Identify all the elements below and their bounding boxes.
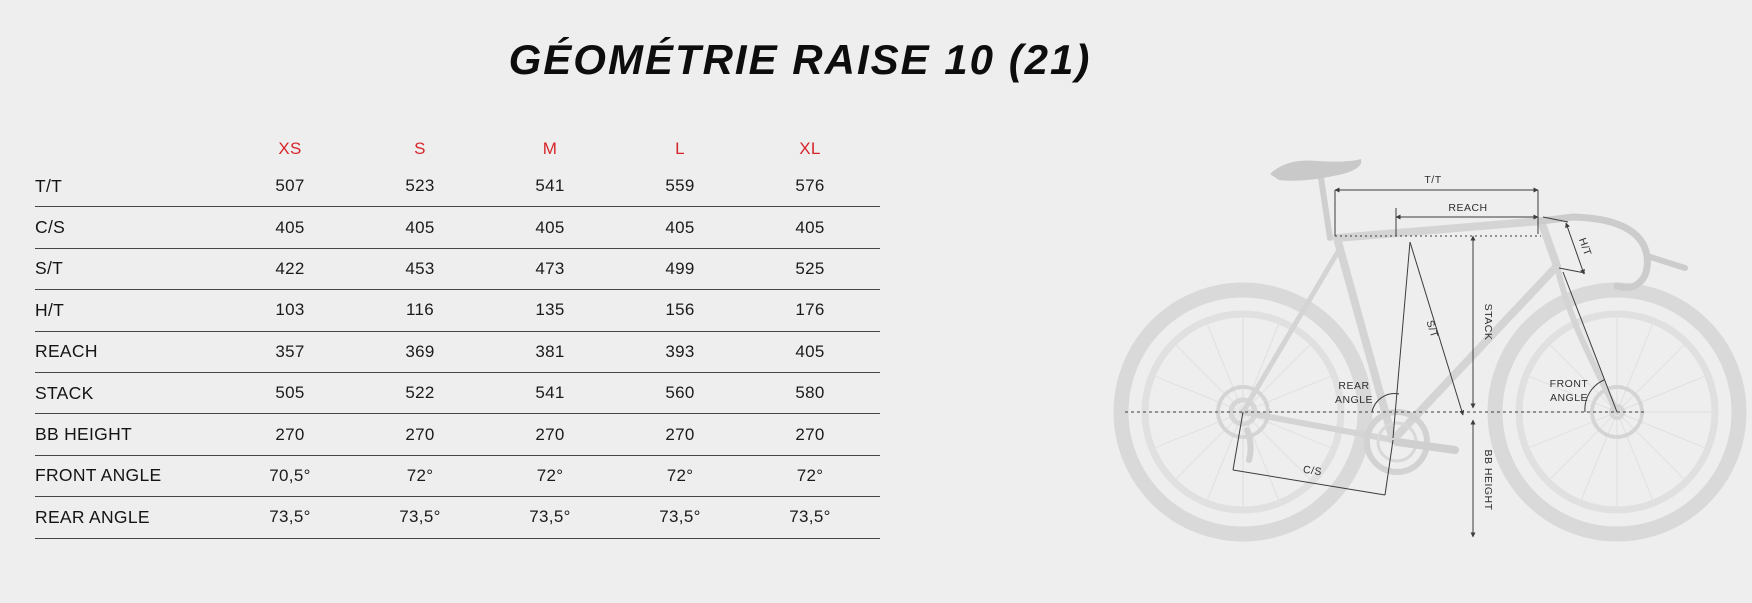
- geometry-table: XS S M L XL T/T 507 523 541 559 576 C/S 405 405 405 405…: [35, 132, 880, 539]
- cell-value: 270: [275, 424, 305, 444]
- table-row: T/T 507 523 541 559 576: [35, 166, 880, 208]
- rear-angle-label-line2: ANGLE: [1335, 394, 1373, 406]
- cell-value: 369: [405, 341, 435, 361]
- front-angle-arc: [1584, 379, 1605, 413]
- cell-value: 405: [795, 341, 825, 361]
- cell-value: 135: [535, 300, 565, 320]
- cs-label: C/S: [1302, 464, 1323, 479]
- tt-label: T/T: [1424, 174, 1441, 186]
- cell-value: 73,5°: [789, 507, 831, 527]
- rear-angle-label-line1: REAR: [1338, 380, 1369, 392]
- row-label: H/T: [35, 299, 65, 320]
- cell-value: 73,5°: [659, 507, 701, 527]
- st-dimension-line: [1409, 241, 1465, 416]
- cell-value: 381: [535, 341, 565, 361]
- row-label: BB HEIGHT: [35, 424, 133, 445]
- row-label: T/T: [35, 175, 63, 196]
- size-header: S: [414, 139, 426, 158]
- st-axis-line: [1392, 241, 1411, 439]
- size-header: XS: [278, 139, 302, 158]
- cell-value: 523: [405, 176, 435, 196]
- page-title: GÉOMÉTRIE RAISE 10 (21): [508, 36, 1092, 84]
- cell-value: 541: [535, 383, 565, 403]
- cell-value: 576: [795, 176, 825, 196]
- cs-dimension-line: [1232, 469, 1386, 496]
- cell-value: 405: [535, 217, 565, 237]
- table-row: FRONT ANGLE 70,5° 72° 72° 72° 72°: [35, 456, 880, 498]
- cell-value: 357: [275, 341, 305, 361]
- cell-value: 73,5°: [399, 507, 441, 527]
- cell-value: 405: [665, 217, 695, 237]
- cell-value: 73,5°: [269, 507, 311, 527]
- table-row: REACH 357 369 381 393 405: [35, 332, 880, 373]
- bike-geometry-diagram: T/T REACH H/T S/T STACK REAR ANGLE FRONT…: [1113, 159, 1747, 542]
- cell-value: 453: [405, 258, 435, 278]
- size-header: M: [542, 139, 558, 158]
- stack-label: STACK: [1482, 304, 1494, 341]
- cell-value: 507: [275, 176, 305, 196]
- cell-value: 580: [795, 383, 825, 403]
- cell-value: 499: [665, 258, 695, 278]
- cell-value: 72°: [536, 465, 564, 485]
- row-label: STACK: [35, 382, 94, 403]
- saddle-shape: [1270, 159, 1362, 241]
- cell-value: 405: [275, 217, 305, 237]
- cell-value: 541: [535, 176, 565, 196]
- table-row: BB HEIGHT 270 270 270 270 270: [35, 414, 880, 456]
- cell-value: 70,5°: [269, 465, 311, 485]
- cell-value: 473: [535, 258, 565, 278]
- handlebar-shape: [1537, 213, 1688, 291]
- head-axis-line: [1562, 271, 1618, 413]
- cell-value: 72°: [666, 465, 694, 485]
- cell-value: 525: [795, 258, 825, 278]
- row-label: FRONT ANGLE: [35, 465, 162, 486]
- cell-value: 270: [535, 424, 565, 444]
- dimension-annotations: T/T REACH H/T S/T STACK REAR ANGLE FRONT…: [1125, 174, 1645, 538]
- size-header: XL: [799, 139, 821, 158]
- table-row: REAR ANGLE 73,5° 73,5° 73,5° 73,5° 73,5°: [35, 497, 880, 539]
- table-row: C/S 405 405 405 405 405: [35, 207, 880, 249]
- ht-dimension-line: [1565, 222, 1585, 275]
- bb-height-label: BB HEIGHT: [1482, 449, 1494, 510]
- cell-value: 176: [795, 300, 825, 320]
- front-angle-label-line1: FRONT: [1550, 378, 1589, 390]
- reach-label: REACH: [1448, 202, 1487, 214]
- cell-value: 73,5°: [529, 507, 571, 527]
- row-label: C/S: [35, 217, 66, 238]
- cell-value: 559: [665, 176, 695, 196]
- cell-value: 270: [795, 424, 825, 444]
- cell-value: 72°: [406, 465, 434, 485]
- cell-value: 422: [275, 258, 305, 278]
- cell-value: 156: [665, 300, 695, 320]
- table-row: STACK 505 522 541 560 580: [35, 373, 880, 415]
- cell-value: 103: [275, 300, 305, 320]
- cell-value: 270: [405, 424, 435, 444]
- cell-value: 560: [665, 383, 695, 403]
- rear-angle-arc: [1371, 393, 1400, 413]
- cell-value: 505: [275, 383, 305, 403]
- cell-value: 72°: [796, 465, 824, 485]
- cell-value: 405: [795, 217, 825, 237]
- table-row: H/T 103 116 135 156 176: [35, 290, 880, 332]
- cell-value: 393: [665, 341, 695, 361]
- table-row: S/T 422 453 473 499 525: [35, 249, 880, 291]
- row-label: REACH: [35, 341, 98, 362]
- cell-value: 405: [405, 217, 435, 237]
- bike-silhouette: [1113, 159, 1747, 542]
- ht-label: H/T: [1576, 236, 1594, 257]
- st-label: S/T: [1424, 319, 1441, 340]
- size-header: L: [675, 139, 685, 158]
- cell-value: 270: [665, 424, 695, 444]
- table-header-row: XS S M L XL: [35, 132, 880, 166]
- row-label: S/T: [35, 258, 64, 279]
- cell-value: 522: [405, 383, 435, 403]
- cell-value: 116: [405, 300, 434, 320]
- row-label: REAR ANGLE: [35, 506, 150, 527]
- front-angle-label-line2: ANGLE: [1550, 392, 1588, 404]
